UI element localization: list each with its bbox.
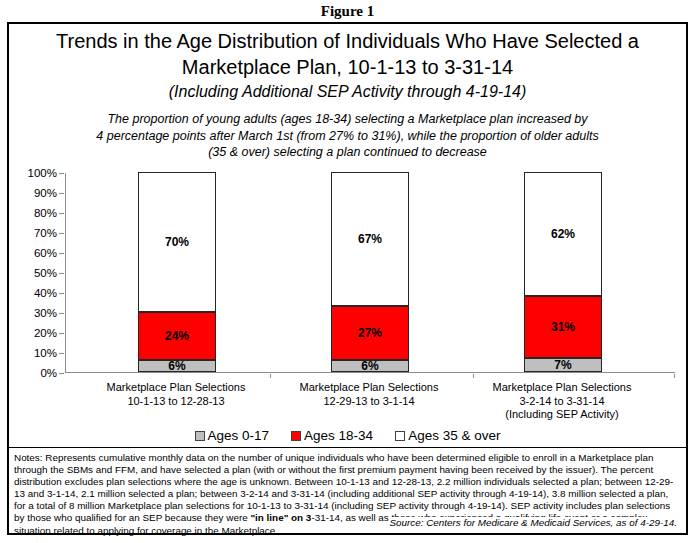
x-axis-labels: Marketplace Plan Selections10-1-13 to 12… xyxy=(65,381,675,425)
y-axis-tick-label: 80% xyxy=(11,207,57,220)
x-axis-tick-mark xyxy=(674,374,675,378)
x-axis-category-line: Marketplace Plan Selections xyxy=(76,381,276,395)
stacked-bar: 7% 31% 62% xyxy=(524,172,602,372)
y-axis-tick-mark xyxy=(59,193,64,194)
bar-segment-ages-0-17: 6% xyxy=(138,360,216,372)
y-axis-tick-mark xyxy=(59,373,64,374)
y-axis-tick-mark xyxy=(59,253,64,254)
chart-subtitle: (Including Additional SEP Activity throu… xyxy=(9,81,686,102)
bar-value-label: 62% xyxy=(551,228,575,240)
y-axis: 0%10%20%30%40%50%60%70%80%90%100% xyxy=(9,173,59,373)
legend-item-ages-0-17: Ages 0-17 xyxy=(195,428,270,443)
y-axis-tick-label: 20% xyxy=(11,327,57,340)
plot-area: 6% 24% 70% 6% 27% 67% 7% 31% 62% xyxy=(65,173,675,373)
x-axis-category-label: Marketplace Plan Selections10-1-13 to 12… xyxy=(76,381,276,408)
bar-segment-ages-0-17: 6% xyxy=(331,360,409,372)
chart-frame: Trends in the Age Distribution of Indivi… xyxy=(7,22,688,535)
legend-label: Ages 35 & over xyxy=(408,428,500,443)
x-axis-tick-mark xyxy=(270,374,271,378)
legend-swatch-ages-18-34 xyxy=(291,431,301,441)
source-attribution: Source: Centers for Medicare & Medicaid … xyxy=(389,517,677,529)
bar-value-label: 6% xyxy=(361,360,378,372)
bar-segment-ages-35-over: 62% xyxy=(524,172,602,296)
y-axis-tick-label: 70% xyxy=(11,227,57,240)
bar-segment-ages-35-over: 70% xyxy=(138,172,216,312)
chart-title: Trends in the Age Distribution of Indivi… xyxy=(9,28,686,80)
bar-value-label: 6% xyxy=(168,360,185,372)
y-axis-tick-mark xyxy=(59,173,64,174)
y-axis-tick-mark xyxy=(59,273,64,274)
y-axis-tick-mark xyxy=(59,293,64,294)
stacked-bar: 6% 24% 70% xyxy=(138,172,216,372)
x-axis-category-line: (Including SEP Activity) xyxy=(462,408,662,422)
bar-segment-ages-18-34: 27% xyxy=(331,306,409,360)
x-axis-category-label: Marketplace Plan Selections12-29-13 to 3… xyxy=(269,381,469,408)
x-axis-category-line: 10-1-13 to 12-28-13 xyxy=(76,395,276,409)
legend-swatch-ages-0-17 xyxy=(195,431,205,441)
legend-label: Ages 18-34 xyxy=(304,428,373,443)
x-axis-category-line: Marketplace Plan Selections xyxy=(269,381,469,395)
x-axis-category-line: 3-2-14 to 3-31-14 xyxy=(462,395,662,409)
y-axis-tick-label: 90% xyxy=(11,187,57,200)
x-axis-category-line: 12-29-13 to 3-1-14 xyxy=(269,395,469,409)
stacked-bar: 6% 27% 67% xyxy=(331,172,409,372)
chart-title-line1: Trends in the Age Distribution of Indivi… xyxy=(9,28,686,54)
legend-label: Ages 0-17 xyxy=(208,428,270,443)
y-axis-tick-label: 40% xyxy=(11,287,57,300)
y-axis-tick-mark xyxy=(59,233,64,234)
y-axis-tick-mark xyxy=(59,333,64,334)
annotation-line3: (35 & over) selecting a plan continued t… xyxy=(9,144,686,161)
bar-value-label: 31% xyxy=(551,321,575,333)
bar-value-label: 70% xyxy=(165,236,189,248)
y-axis-tick-label: 100% xyxy=(11,167,57,180)
x-axis-tick-mark xyxy=(473,374,474,378)
bar-value-label: 27% xyxy=(358,327,382,339)
bar-segment-ages-0-17: 7% xyxy=(524,358,602,372)
y-axis-tick-label: 30% xyxy=(11,307,57,320)
legend-item-ages-18-34: Ages 18-34 xyxy=(291,428,373,443)
y-axis-tick-label: 10% xyxy=(11,347,57,360)
bar-value-label: 67% xyxy=(358,233,382,245)
y-axis-tick-mark xyxy=(59,313,64,314)
chart-title-line2: Marketplace Plan, 10-1-13 to 3-31-14 xyxy=(9,54,686,80)
legend-swatch-ages-35-over xyxy=(395,431,405,441)
chart-annotation: The proportion of young adults (ages 18-… xyxy=(9,111,686,161)
bar-segment-ages-18-34: 31% xyxy=(524,296,602,358)
annotation-line1: The proportion of young adults (ages 18-… xyxy=(9,111,686,128)
y-axis-tick-label: 0% xyxy=(11,367,57,380)
x-axis-category-line: Marketplace Plan Selections xyxy=(462,381,662,395)
y-axis-tick-label: 60% xyxy=(11,247,57,260)
x-axis-category-label: Marketplace Plan Selections3-2-14 to 3-3… xyxy=(462,381,662,422)
bar-value-label: 7% xyxy=(554,359,571,371)
chart-legend: Ages 0-17 Ages 18-34 Ages 35 & over xyxy=(9,428,686,443)
figure-number-label: Figure 1 xyxy=(0,3,695,20)
notes-bold-phrase: "in line" on 3 xyxy=(250,512,311,523)
y-axis-tick-mark xyxy=(59,213,64,214)
bar-segment-ages-18-34: 24% xyxy=(138,312,216,360)
legend-item-ages-35-over: Ages 35 & over xyxy=(395,428,500,443)
y-axis-tick-label: 50% xyxy=(11,267,57,280)
bar-value-label: 24% xyxy=(165,330,189,342)
y-axis-tick-mark xyxy=(59,353,64,354)
annotation-line2: 4 percentage points after March 1st (fro… xyxy=(9,128,686,145)
bar-segment-ages-35-over: 67% xyxy=(331,172,409,306)
notes-text: Notes: Represents cumulative monthly dat… xyxy=(9,448,686,533)
